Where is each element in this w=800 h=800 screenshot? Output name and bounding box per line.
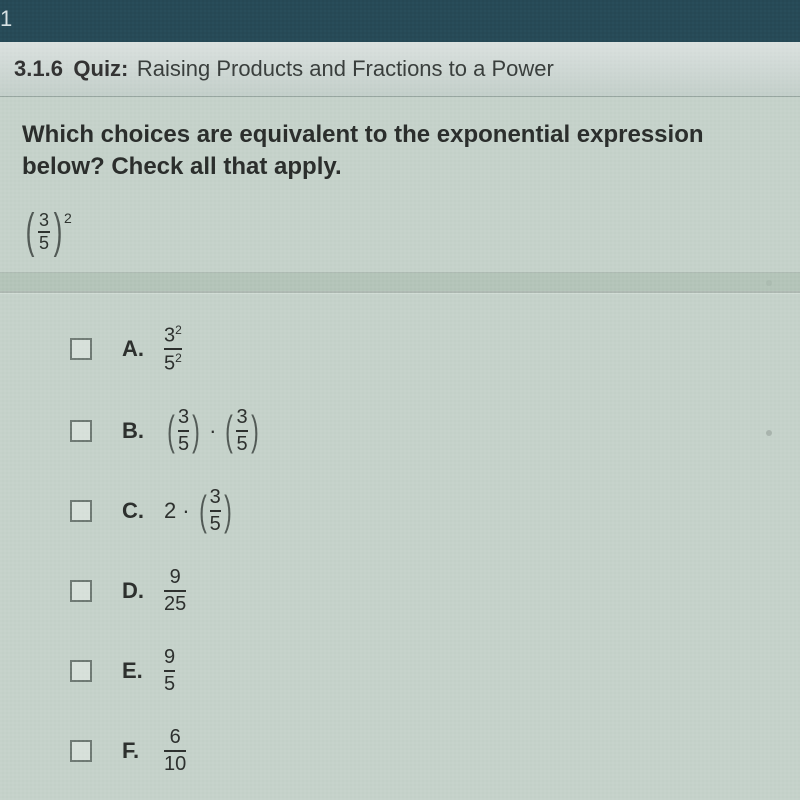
artifact-dot bbox=[766, 430, 772, 436]
fraction-denominator: 5 bbox=[38, 234, 50, 253]
checkbox-d[interactable] bbox=[70, 580, 92, 602]
choice-letter: A. bbox=[122, 336, 148, 362]
right-paren: ) bbox=[54, 208, 63, 256]
choice-math: 9 5 bbox=[164, 647, 175, 695]
quiz-title: Raising Products and Fractions to a Powe… bbox=[137, 56, 554, 81]
dot-operator: · bbox=[182, 498, 189, 524]
choice-a[interactable]: A. 32 52 bbox=[70, 324, 730, 375]
checkbox-f[interactable] bbox=[70, 740, 92, 762]
question-expression: ( 3 5 ) 2 bbox=[22, 208, 778, 256]
quiz-label: Quiz: bbox=[73, 56, 128, 81]
choice-math: 9 25 bbox=[164, 567, 186, 615]
choices-list: A. 32 52 B. ( 3 5 ) · ( 3 5 bbox=[0, 293, 800, 800]
choice-letter: F. bbox=[122, 738, 148, 764]
checkbox-b[interactable] bbox=[70, 420, 92, 442]
question-text: Which choices are equivalent to the expo… bbox=[22, 119, 778, 184]
fraction: 3 5 bbox=[38, 211, 50, 253]
left-paren: ( bbox=[26, 208, 35, 256]
choice-e[interactable]: E. 9 5 bbox=[70, 647, 730, 695]
choice-letter: C. bbox=[122, 498, 148, 524]
choice-math: 2 · ( 3 5 ) bbox=[164, 487, 235, 535]
topbar-text: 1 bbox=[0, 6, 12, 31]
choice-f[interactable]: F. 6 10 bbox=[70, 727, 730, 775]
choice-math: 32 52 bbox=[164, 324, 182, 375]
choice-c[interactable]: C. 2 · ( 3 5 ) bbox=[70, 487, 730, 535]
choice-d[interactable]: D. 9 25 bbox=[70, 567, 730, 615]
choice-letter: B. bbox=[122, 418, 148, 444]
choice-letter: E. bbox=[122, 658, 148, 684]
choice-b[interactable]: B. ( 3 5 ) · ( 3 5 ) bbox=[70, 407, 730, 455]
question-area: Which choices are equivalent to the expo… bbox=[0, 97, 800, 273]
checkbox-a[interactable] bbox=[70, 338, 92, 360]
quiz-number: 3.1.6 bbox=[14, 56, 63, 81]
checkbox-c[interactable] bbox=[70, 500, 92, 522]
choice-math: 6 10 bbox=[164, 727, 186, 775]
fraction-numerator: 3 bbox=[38, 211, 50, 230]
choice-math: ( 3 5 ) · ( 3 5 ) bbox=[164, 407, 262, 455]
top-bar: 1 bbox=[0, 0, 800, 42]
quiz-header: 3.1.6 Quiz: Raising Products and Fractio… bbox=[0, 42, 800, 97]
choice-letter: D. bbox=[122, 578, 148, 604]
dot-operator: · bbox=[209, 418, 216, 444]
checkbox-e[interactable] bbox=[70, 660, 92, 682]
